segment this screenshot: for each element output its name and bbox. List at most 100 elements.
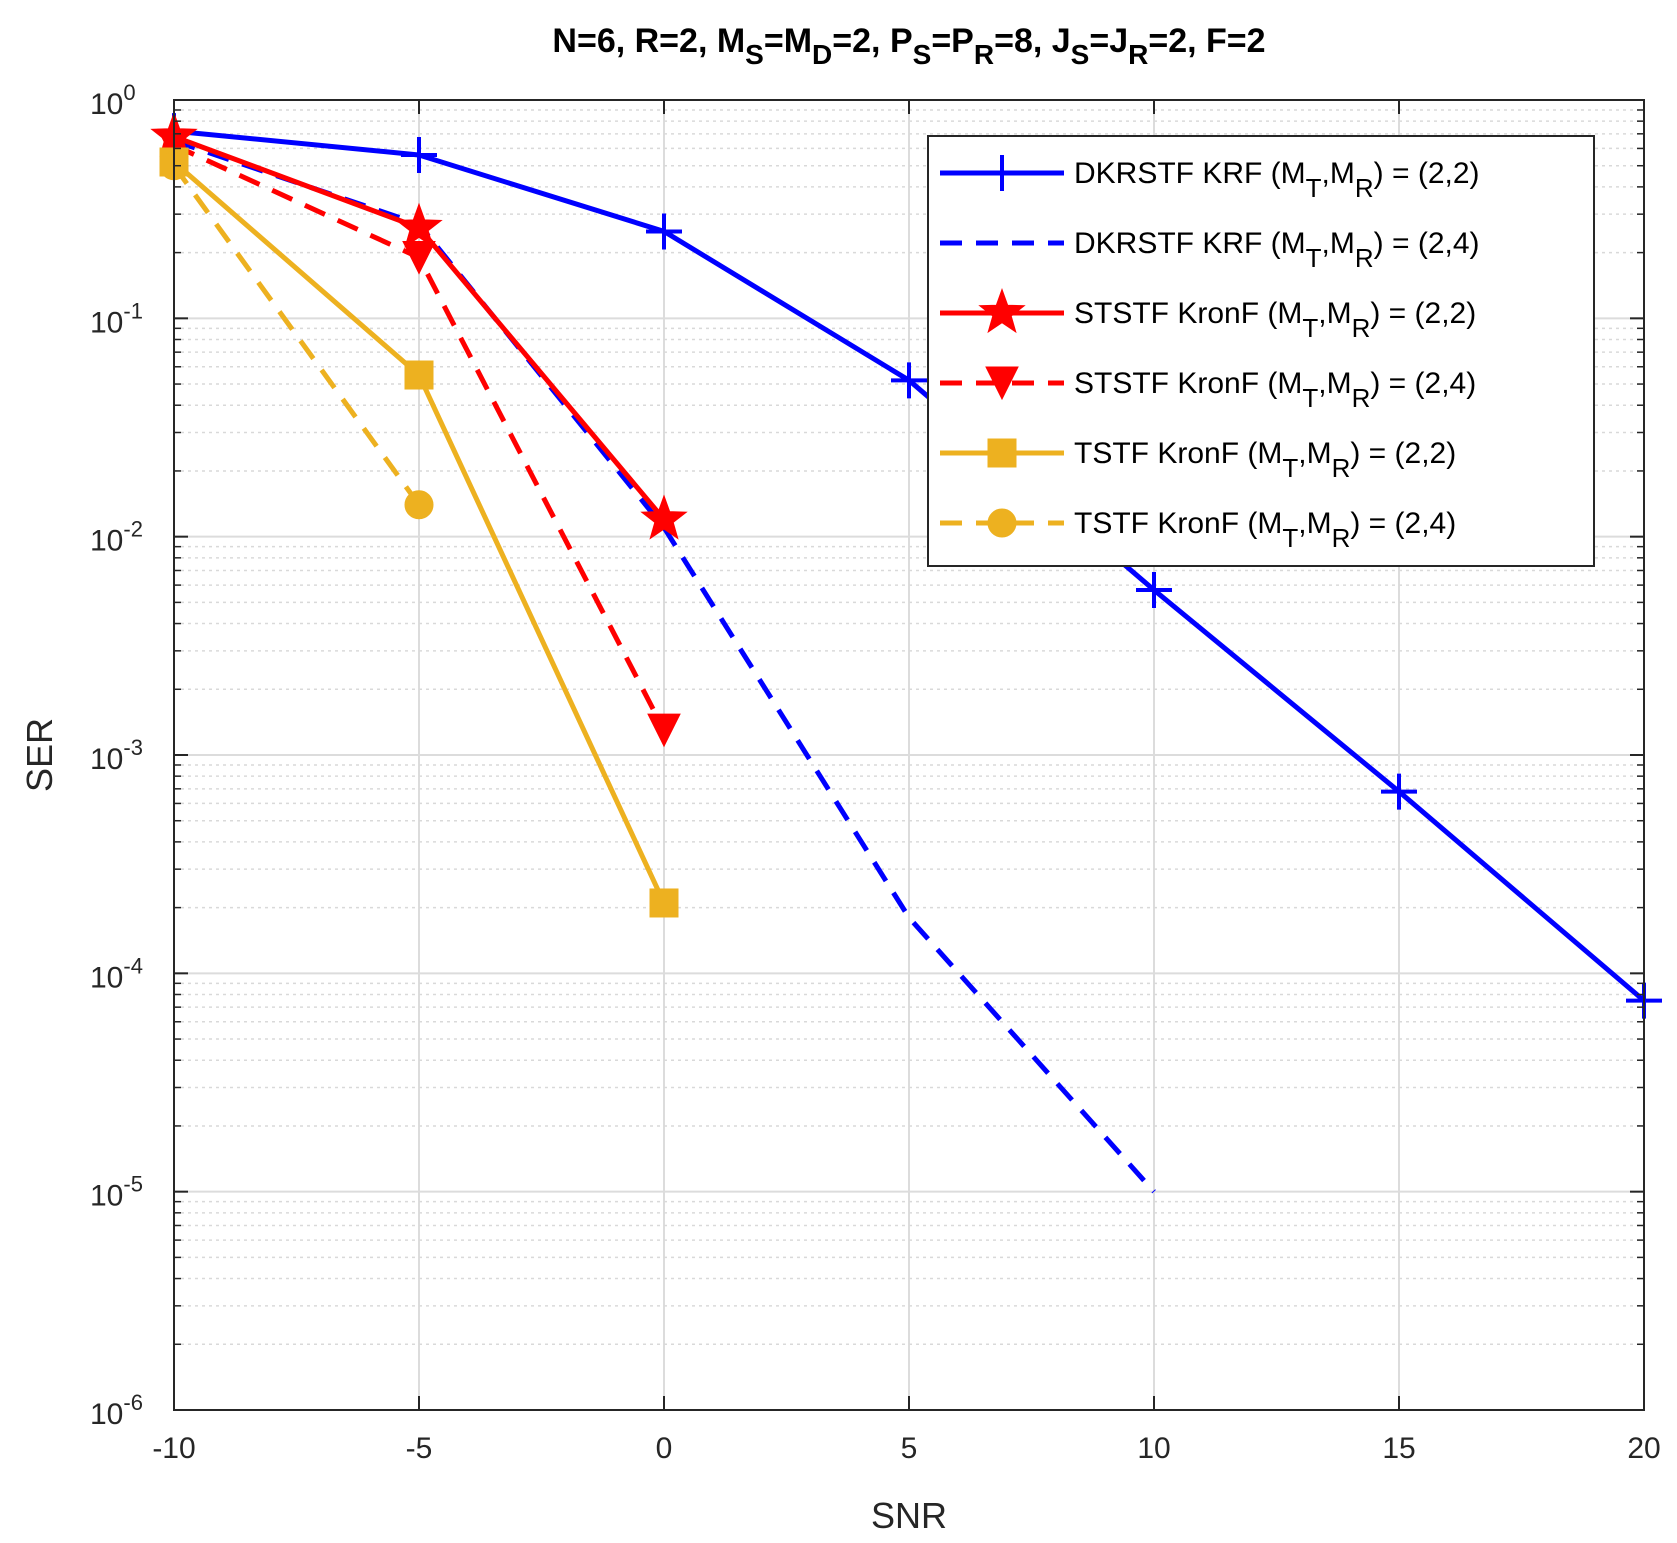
data-point-marker bbox=[891, 362, 927, 399]
legend-label-subscript: R bbox=[1352, 313, 1371, 343]
title-part: =P bbox=[931, 22, 974, 60]
legend-label-text: ) = (2,4) bbox=[1370, 367, 1476, 400]
data-point-marker bbox=[640, 494, 688, 540]
title-part: =2, F=2 bbox=[1148, 22, 1265, 60]
legend-label-text: ,M bbox=[1298, 507, 1331, 540]
legend-label-text: DKRSTF KRF (M bbox=[1074, 227, 1306, 260]
x-tick-label: 10 bbox=[1137, 1432, 1170, 1465]
data-point-marker bbox=[646, 213, 682, 250]
title-part: S bbox=[1071, 39, 1090, 70]
legend-label-subscript: T bbox=[1302, 313, 1318, 343]
series-layer bbox=[150, 111, 1662, 1194]
y-tick-exponent: -1 bbox=[123, 298, 143, 323]
title-part: =2, P bbox=[832, 22, 912, 60]
y-axis-label: SER bbox=[19, 718, 60, 792]
legend-label: STSTF KronF (MT,MR) = (2,4) bbox=[1074, 367, 1476, 413]
title-part: S bbox=[913, 39, 932, 70]
legend-item: DKRSTF KRF (MT,MR) = (2,4) bbox=[940, 227, 1480, 273]
y-tick-exponent: -3 bbox=[123, 735, 143, 760]
x-tick-label: -10 bbox=[152, 1432, 195, 1465]
y-tick-exponent: -5 bbox=[123, 1172, 143, 1197]
legend-label-text: STSTF KronF (M bbox=[1074, 367, 1302, 400]
data-point-marker bbox=[404, 490, 434, 520]
y-tick-label: 10-3 bbox=[90, 735, 143, 776]
legend-item: TSTF KronF (MT,MR) = (2,4) bbox=[940, 507, 1456, 553]
legend-label-text: ) = (2,2) bbox=[1374, 157, 1480, 190]
legend-label-subscript: T bbox=[1282, 523, 1298, 553]
y-tick-label: 10-5 bbox=[90, 1172, 143, 1213]
title-part: R bbox=[974, 39, 994, 70]
legend-label-text: ,M bbox=[1298, 437, 1331, 470]
legend-label-text: ,M bbox=[1318, 367, 1351, 400]
x-tick-label: 0 bbox=[656, 1432, 673, 1465]
legend-marker-sample bbox=[987, 508, 1017, 538]
legend-label-text: TSTF KronF (M bbox=[1074, 507, 1282, 540]
y-tick-exponent: -4 bbox=[123, 953, 143, 978]
legend-label-text: ) = (2,4) bbox=[1350, 507, 1456, 540]
legend-label: TSTF KronF (MT,MR) = (2,2) bbox=[1074, 437, 1456, 483]
legend-label: STSTF KronF (MT,MR) = (2,2) bbox=[1074, 297, 1476, 343]
series-3 bbox=[157, 128, 681, 748]
legend-label-text: ,M bbox=[1322, 157, 1355, 190]
y-tick-label: 10-4 bbox=[90, 953, 143, 994]
data-point-marker bbox=[1136, 571, 1172, 608]
series-5 bbox=[159, 151, 434, 520]
data-point-marker bbox=[649, 888, 679, 918]
title-part: =8, J bbox=[994, 22, 1071, 60]
title-part: R bbox=[1128, 39, 1148, 70]
legend-marker-sample bbox=[978, 288, 1026, 334]
y-tick-exponent: -6 bbox=[123, 1390, 143, 1415]
legend-marker-sample bbox=[984, 155, 1020, 191]
legend-label-subscript: T bbox=[1302, 383, 1318, 413]
legend-label-text: ) = (2,2) bbox=[1350, 437, 1456, 470]
data-point-marker bbox=[402, 240, 436, 275]
y-tick-exponent: 0 bbox=[123, 80, 135, 105]
legend-item: TSTF KronF (MT,MR) = (2,2) bbox=[940, 437, 1456, 483]
y-tick-label: 100 bbox=[90, 80, 136, 121]
legend-item: STSTF KronF (MT,MR) = (2,4) bbox=[940, 366, 1476, 413]
legend-label-text: ,M bbox=[1318, 297, 1351, 330]
y-tick-base: 10 bbox=[90, 961, 123, 994]
legend-label-subscript: R bbox=[1352, 383, 1371, 413]
series-4 bbox=[159, 147, 679, 918]
legend-label-text: ) = (2,2) bbox=[1370, 297, 1476, 330]
legend-label-text: STSTF KronF (M bbox=[1074, 297, 1302, 330]
data-point-marker bbox=[401, 136, 437, 173]
legend: DKRSTF KRF (MT,MR) = (2,2)DKRSTF KRF (MT… bbox=[927, 135, 1595, 567]
chart-title: N=6, R=2, MS=MD=2, PS=PR=8, JS=JR=2, F=2 bbox=[552, 22, 1265, 70]
y-tick-base: 10 bbox=[90, 1398, 123, 1431]
legend-label: TSTF KronF (MT,MR) = (2,4) bbox=[1074, 507, 1456, 553]
legend-label-subscript: R bbox=[1332, 453, 1351, 483]
legend-label: DKRSTF KRF (MT,MR) = (2,2) bbox=[1074, 157, 1480, 203]
y-tick-label: 10-2 bbox=[90, 517, 143, 558]
legend-label: DKRSTF KRF (MT,MR) = (2,4) bbox=[1074, 227, 1480, 273]
legend-item: DKRSTF KRF (MT,MR) = (2,2) bbox=[940, 155, 1480, 203]
data-point-marker bbox=[647, 713, 681, 748]
data-point-marker bbox=[395, 202, 443, 248]
legend-marker-sample bbox=[985, 366, 1019, 401]
data-point-marker bbox=[1381, 773, 1417, 810]
data-point-marker bbox=[404, 360, 434, 390]
legend-label-subscript: R bbox=[1355, 243, 1374, 273]
legend-box bbox=[927, 135, 1595, 567]
legend-label-subscript: T bbox=[1306, 173, 1322, 203]
title-part: N=6, R=2, M bbox=[552, 22, 745, 60]
title-part: S bbox=[745, 39, 764, 70]
legend-marker-sample bbox=[987, 438, 1017, 468]
title-part: D bbox=[812, 39, 832, 70]
x-tick-label: 5 bbox=[901, 1432, 918, 1465]
legend-label-subscript: T bbox=[1306, 243, 1322, 273]
y-tick-base: 10 bbox=[90, 306, 123, 339]
y-tick-label: 10-6 bbox=[90, 1390, 143, 1431]
x-tick-label: 15 bbox=[1382, 1432, 1415, 1465]
legend-item: STSTF KronF (MT,MR) = (2,2) bbox=[940, 288, 1476, 343]
legend-label-subscript: T bbox=[1282, 453, 1298, 483]
x-tick-label: 20 bbox=[1627, 1432, 1660, 1465]
legend-label-text: TSTF KronF (M bbox=[1074, 437, 1282, 470]
title-part: =M bbox=[764, 22, 812, 60]
y-tick-base: 10 bbox=[90, 743, 123, 776]
y-tick-base: 10 bbox=[90, 1180, 123, 1213]
y-tick-base: 10 bbox=[90, 525, 123, 558]
